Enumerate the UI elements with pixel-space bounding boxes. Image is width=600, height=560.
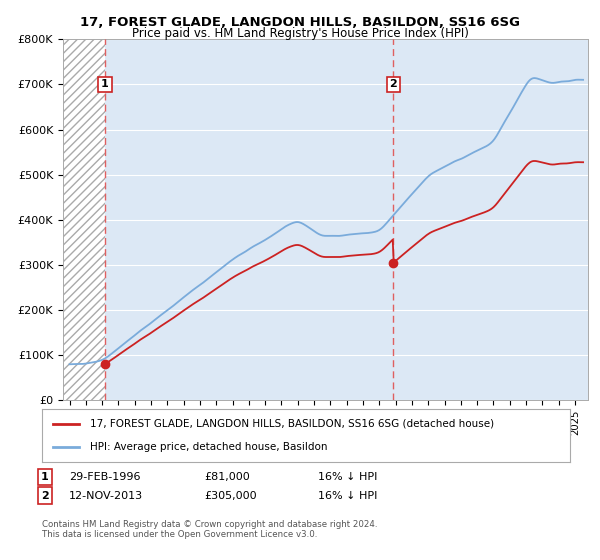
Text: 2: 2	[41, 491, 49, 501]
Text: £81,000: £81,000	[204, 472, 250, 482]
Text: 1: 1	[41, 472, 49, 482]
Bar	[63, 39, 105, 400]
Text: £305,000: £305,000	[204, 491, 257, 501]
Text: 16% ↓ HPI: 16% ↓ HPI	[318, 491, 377, 501]
Text: 17, FOREST GLADE, LANGDON HILLS, BASILDON, SS16 6SG (detached house): 17, FOREST GLADE, LANGDON HILLS, BASILDO…	[89, 419, 494, 429]
Text: Contains HM Land Registry data © Crown copyright and database right 2024.
This d: Contains HM Land Registry data © Crown c…	[42, 520, 377, 539]
Text: 29-FEB-1996: 29-FEB-1996	[69, 472, 140, 482]
Text: Price paid vs. HM Land Registry's House Price Index (HPI): Price paid vs. HM Land Registry's House …	[131, 27, 469, 40]
Text: 1: 1	[101, 80, 109, 90]
Text: 17, FOREST GLADE, LANGDON HILLS, BASILDON, SS16 6SG: 17, FOREST GLADE, LANGDON HILLS, BASILDO…	[80, 16, 520, 29]
Text: 16% ↓ HPI: 16% ↓ HPI	[318, 472, 377, 482]
Text: 12-NOV-2013: 12-NOV-2013	[69, 491, 143, 501]
Text: HPI: Average price, detached house, Basildon: HPI: Average price, detached house, Basi…	[89, 442, 327, 452]
Text: 2: 2	[389, 80, 397, 90]
